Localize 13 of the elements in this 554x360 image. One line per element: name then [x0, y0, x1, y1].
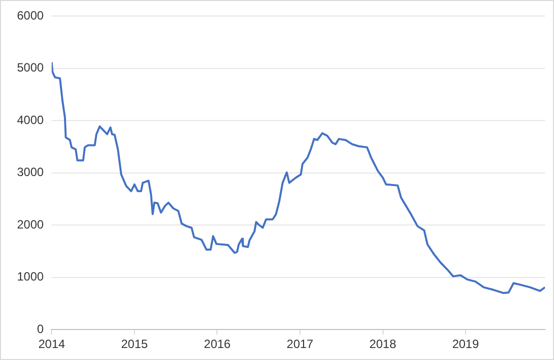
y-tick-label: 3000: [16, 165, 44, 180]
x-tick-label: 2014: [38, 337, 66, 352]
y-tick-label: 4000: [16, 112, 44, 127]
y-tick-label: 2000: [16, 217, 44, 232]
y-tick-label: 5000: [16, 60, 44, 75]
y-tick-label: 1000: [16, 270, 44, 284]
x-tick-label: 2019: [452, 337, 480, 352]
x-tick-label: 2018: [369, 337, 396, 352]
y-tick-label: 6000: [16, 8, 44, 23]
y-tick-label: 0: [37, 322, 44, 336]
x-tick-label: 2016: [204, 337, 231, 352]
x-tick-label: 2015: [121, 337, 148, 352]
x-tick-label: 2017: [286, 337, 314, 352]
